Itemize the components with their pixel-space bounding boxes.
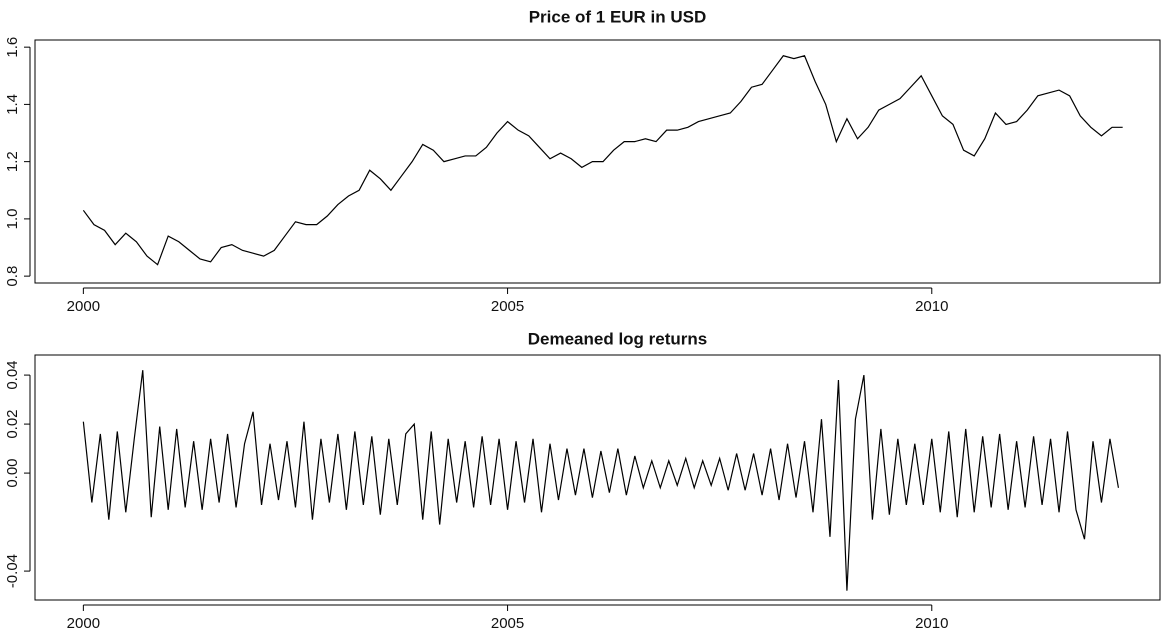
y-tick-label: -0.04 [4, 554, 21, 588]
y-tick-label: 1.0 [4, 208, 21, 229]
plot-frame [34, 354, 1161, 601]
y-tick-label: 0.02 [4, 409, 21, 438]
y-tick-label: 1.6 [4, 37, 21, 58]
series-line [82, 370, 1120, 591]
y-tick-label: 1.2 [4, 151, 21, 172]
x-tick-label: 2000 [67, 615, 100, 632]
series-line [82, 55, 1123, 266]
y-tick-label: 0.8 [4, 266, 21, 287]
x-tick-label: 2000 [67, 298, 100, 315]
x-tick-label: 2005 [491, 298, 524, 315]
y-tick-label: 0.00 [4, 458, 21, 487]
chart-title: Demeaned log returns [528, 329, 708, 348]
y-tick-label: 0.04 [4, 360, 21, 389]
y-tick-label: 1.4 [4, 94, 21, 115]
plot-frame [34, 39, 1161, 284]
x-tick-label: 2010 [915, 615, 948, 632]
x-tick-label: 2010 [915, 298, 948, 315]
x-tick-label: 2005 [491, 615, 524, 632]
chart-title: Price of 1 EUR in USD [529, 7, 707, 26]
